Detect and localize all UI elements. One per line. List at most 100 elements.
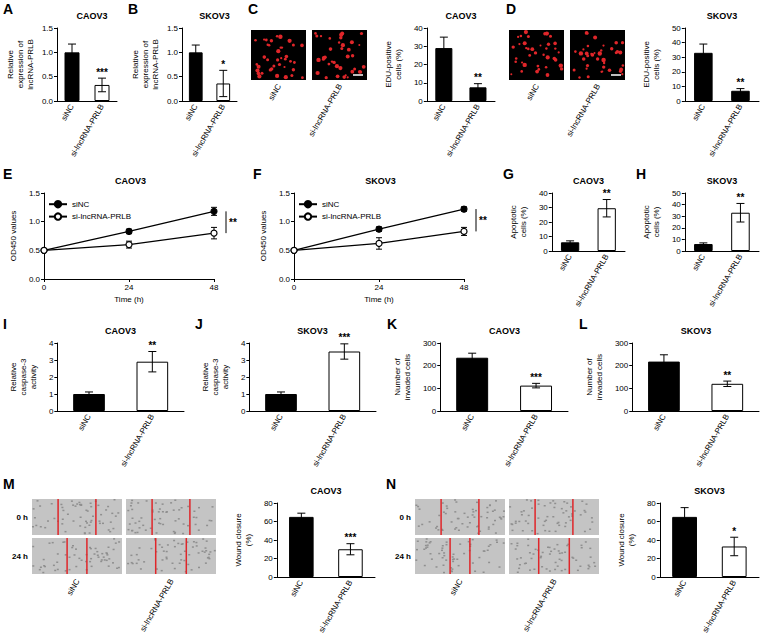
svg-text:48: 48 (210, 283, 219, 292)
svg-text:0.0: 0.0 (167, 97, 179, 106)
svg-text:0: 0 (624, 407, 629, 416)
svg-text:***: *** (530, 372, 542, 383)
svg-text:si-lncRNA-PRLB: si-lncRNA-PRLB (311, 413, 348, 469)
svg-text:siNC: siNC (322, 200, 340, 209)
svg-text:activity: activity (29, 365, 38, 389)
svg-text:si-lncRNA-PRLB: si-lncRNA-PRLB (694, 413, 731, 469)
svg-text:0: 0 (42, 283, 47, 292)
svg-text:0: 0 (268, 573, 273, 582)
svg-text:SKOV3: SKOV3 (681, 326, 712, 336)
svg-text:expression of: expression of (141, 40, 150, 88)
svg-text:siNC: siNC (672, 579, 689, 599)
svg-text:**: ** (474, 72, 482, 83)
svg-text:***: *** (96, 67, 108, 78)
svg-text:24 h: 24 h (12, 552, 28, 561)
svg-text:40: 40 (672, 38, 681, 47)
svg-text:(%): (%) (627, 533, 636, 546)
svg-text:1.5: 1.5 (167, 24, 179, 33)
svg-text:siNC: siNC (65, 577, 82, 597)
svg-text:1.0: 1.0 (29, 217, 41, 226)
svg-text:SKOV3: SKOV3 (297, 326, 328, 336)
svg-text:300: 300 (615, 339, 629, 348)
svg-text:siNC: siNC (72, 200, 90, 209)
svg-text:si-lncRNA-PRLB: si-lncRNA-PRLB (503, 413, 540, 469)
svg-text:20: 20 (647, 554, 656, 563)
svg-text:Number of: Number of (585, 358, 594, 396)
svg-text:**: ** (723, 370, 731, 381)
svg-text:SKOV3: SKOV3 (694, 486, 725, 496)
svg-text:si-lncRNA-PRLB: si-lncRNA-PRLB (707, 103, 744, 159)
svg-text:10: 10 (672, 82, 681, 91)
svg-text:0.5: 0.5 (42, 72, 54, 81)
svg-text:Wound closure: Wound closure (234, 513, 243, 567)
svg-text:siNC: siNC (651, 413, 668, 433)
svg-text:caspase-3: caspase-3 (19, 358, 28, 395)
svg-text:expression of: expression of (16, 40, 25, 88)
svg-text:1.5: 1.5 (279, 189, 291, 198)
svg-text:**: ** (479, 215, 487, 226)
svg-text:300: 300 (423, 339, 437, 348)
svg-text:si-lncRNA-PRLB: si-lncRNA-PRLB (69, 103, 106, 159)
svg-text:Number of: Number of (393, 358, 402, 396)
svg-text:20: 20 (264, 554, 273, 563)
svg-text:0.0: 0.0 (279, 275, 291, 284)
svg-text:0.5: 0.5 (167, 72, 179, 81)
svg-text:**: ** (603, 188, 611, 199)
svg-text:40: 40 (414, 24, 423, 33)
svg-text:si-lncRNA-PRLB: si-lncRNA-PRLB (307, 83, 344, 139)
svg-text:CAOV3: CAOV3 (76, 11, 107, 21)
svg-text:80: 80 (264, 499, 273, 508)
svg-text:CAOV3: CAOV3 (489, 326, 520, 336)
svg-text:siNC: siNC (289, 579, 306, 599)
svg-text:60: 60 (264, 517, 273, 526)
svg-text:activity: activity (221, 365, 230, 389)
svg-text:10: 10 (672, 235, 681, 244)
svg-text:Wound closure: Wound closure (617, 513, 626, 567)
svg-text:invaded cells: invaded cells (595, 354, 604, 400)
svg-text:Time (h): Time (h) (114, 295, 144, 304)
svg-text:3: 3 (49, 356, 54, 365)
svg-text:1.0: 1.0 (42, 48, 54, 57)
svg-text:1: 1 (241, 390, 246, 399)
svg-text:50: 50 (672, 24, 681, 33)
svg-text:1: 1 (49, 390, 54, 399)
svg-text:Relative: Relative (201, 362, 210, 391)
svg-text:si-lncRNA-PRLB: si-lncRNA-PRLB (707, 253, 744, 309)
svg-text:10: 10 (414, 78, 423, 87)
svg-text:4: 4 (241, 339, 246, 348)
svg-text:**: ** (148, 340, 156, 351)
svg-text:30: 30 (539, 203, 548, 212)
svg-text:20: 20 (539, 218, 548, 227)
svg-text:20: 20 (672, 67, 681, 76)
svg-text:40: 40 (264, 536, 273, 545)
svg-text:1.0: 1.0 (167, 48, 179, 57)
svg-text:0: 0 (292, 283, 297, 292)
svg-text:siNC: siNC (431, 103, 448, 123)
svg-text:2: 2 (241, 373, 246, 382)
svg-text:siNC: siNC (460, 413, 477, 433)
svg-text:40: 40 (647, 536, 656, 545)
svg-text:***: *** (338, 332, 350, 343)
svg-text:si-lncRNA-PRLB: si-lncRNA-PRLB (119, 413, 156, 469)
svg-text:40: 40 (539, 189, 548, 198)
svg-text:200: 200 (615, 361, 629, 370)
svg-text:OD450 values: OD450 values (259, 211, 268, 262)
svg-text:SKOV3: SKOV3 (365, 176, 396, 186)
svg-text:40: 40 (672, 200, 681, 209)
svg-text:OD450 values: OD450 values (9, 211, 18, 262)
svg-text:100: 100 (615, 384, 629, 393)
svg-text:CAOV3: CAOV3 (445, 11, 476, 21)
svg-text:si-lncRNA-PRLB: si-lncRNA-PRLB (190, 103, 227, 159)
svg-text:Apoptotic: Apoptotic (642, 205, 651, 238)
svg-text:0 h: 0 h (16, 513, 28, 522)
svg-text:Relative: Relative (6, 50, 15, 79)
svg-text:0: 0 (543, 247, 548, 256)
svg-text:0.0: 0.0 (29, 275, 41, 284)
svg-text:si-lncRNA-PRLB: si-lncRNA-PRLB (701, 579, 738, 635)
svg-text:si-lncRNA-PRLB: si-lncRNA-PRLB (72, 212, 131, 221)
svg-text:siNC: siNC (448, 577, 465, 597)
svg-text:0: 0 (651, 573, 656, 582)
svg-text:siNC: siNC (59, 103, 76, 123)
svg-text:2: 2 (49, 373, 54, 382)
svg-text:50: 50 (672, 189, 681, 198)
